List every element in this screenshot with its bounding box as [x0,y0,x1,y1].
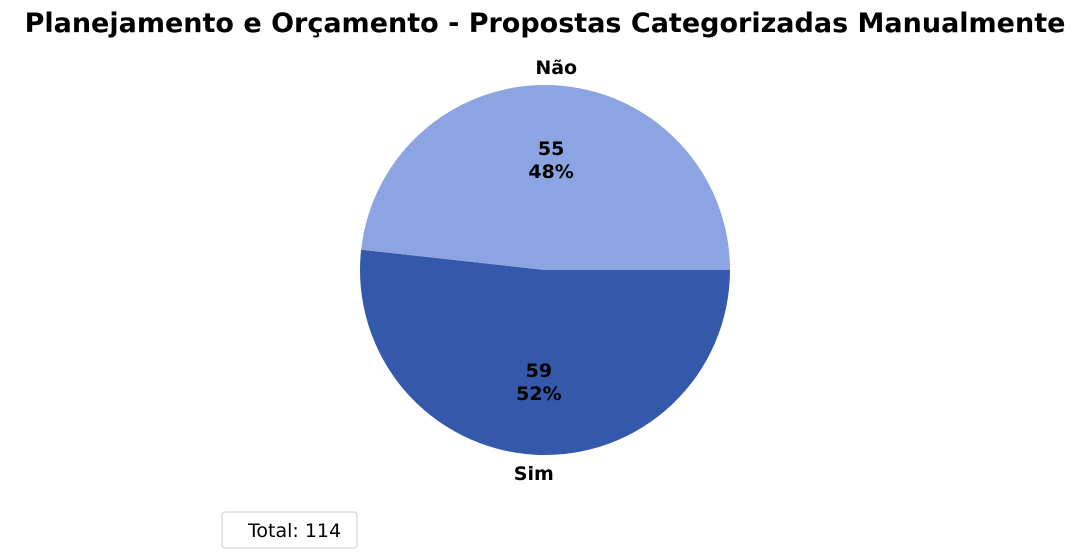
chart-title: Planejamento e Orçamento - Propostas Cat… [25,8,1066,39]
pie-slice-1 [361,85,730,270]
legend-text: Total: 114 [247,520,341,542]
slice-percent-label-1: 48% [528,161,573,183]
slice-category-label-0: Sim [514,463,554,485]
slice-percent-label-0: 52% [516,383,561,405]
slice-value-label-1: 55 [538,138,564,160]
slice-category-label-1: Não [535,57,577,79]
legend-box [221,511,358,549]
pie-slices [360,85,730,455]
pie-slice-0 [360,249,730,455]
legend: Total: 114 [221,511,358,549]
slice-value-label-0: 59 [526,360,552,382]
